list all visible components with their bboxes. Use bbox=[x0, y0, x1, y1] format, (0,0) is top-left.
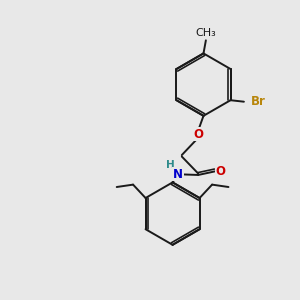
Text: O: O bbox=[216, 165, 226, 178]
Text: H: H bbox=[166, 160, 175, 170]
Text: N: N bbox=[173, 168, 183, 181]
Text: O: O bbox=[193, 128, 203, 141]
Text: CH₃: CH₃ bbox=[196, 28, 216, 38]
Text: Br: Br bbox=[251, 95, 266, 108]
